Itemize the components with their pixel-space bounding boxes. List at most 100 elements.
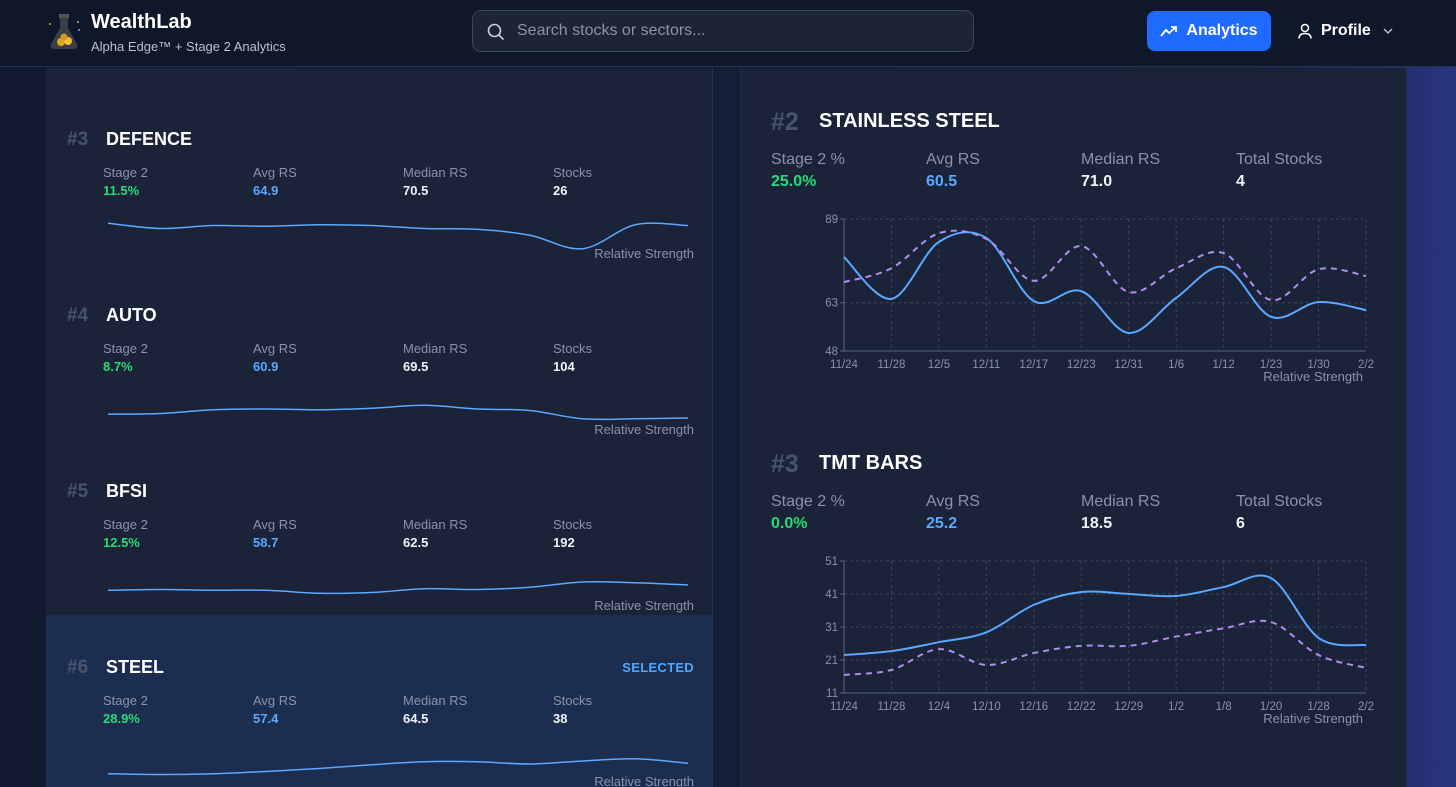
x-tick-label: 12/10: [972, 701, 1001, 713]
x-tick-label: 12/5: [928, 359, 950, 371]
stat-label: Avg RS: [253, 517, 297, 532]
stat-label: Stocks: [553, 693, 593, 708]
rs-axis-label: Relative Strength: [594, 774, 694, 787]
stat-avg_rs: Avg RS 57.4: [253, 693, 297, 726]
rs-axis-label: Relative Strength: [594, 598, 694, 613]
stat-avg_rs: Avg RS 60.9: [253, 341, 297, 374]
x-tick-label: 12/29: [1114, 701, 1143, 713]
stat-label: Avg RS: [253, 693, 297, 708]
stat-value: 26: [553, 183, 568, 198]
y-tick-label: 63: [825, 298, 838, 310]
rs-line-chart: 11/24 11/28 12/5 12/11 12/17 12/23 12/31 1/6 1/1…: [825, 214, 1374, 384]
dashed-series-line: [843, 229, 1367, 302]
x-tick-label: 12/4: [928, 701, 951, 713]
sector-rank: #3: [771, 450, 799, 478]
x-axis-title: Relative Strength: [1263, 711, 1363, 726]
sector-name: BFSI: [106, 481, 148, 501]
stat-label: Stocks: [553, 165, 593, 180]
stat-label: Avg RS: [253, 341, 297, 356]
x-tick-label: 12/31: [1114, 359, 1143, 371]
stat-label: Stage 2: [103, 341, 148, 356]
sector-card[interactable]: #4 AUTO Stage 2 8.7% Avg RS 60.9 Median RS 69.5…: [46, 263, 712, 439]
stat-label: Median RS: [403, 517, 468, 532]
stat-value: 25.2: [926, 515, 958, 532]
stat-avg_rs: Avg RS 25.2: [926, 493, 980, 533]
stat-stocks: Stocks 104: [553, 341, 592, 374]
stat-label: Stage 2: [103, 165, 148, 180]
solid-series-line: [843, 231, 1367, 334]
rs-axis-label: Relative Strength: [594, 422, 694, 437]
y-tick-label: 51: [825, 556, 838, 568]
search-box[interactable]: [472, 10, 974, 52]
stat-stocks: Stocks 26: [553, 165, 592, 198]
x-tick-label: 12/17: [1019, 359, 1048, 371]
top-nav: WealthLab Alpha Edge™ + Stage 2 Analytic…: [0, 0, 1456, 67]
stat-value: 18.5: [1081, 515, 1113, 532]
sparkline-path: [107, 222, 689, 250]
stat-stocks: Stocks 38: [553, 693, 592, 726]
selected-badge: SELECTED: [622, 660, 694, 675]
stat-stage2: Stage 2 28.9%: [103, 693, 148, 726]
x-tick-label: 12/16: [1019, 701, 1048, 713]
sector-list: #3 DEFENCE Stage 2 11.5% Avg RS 64.9 Median RS…: [46, 68, 713, 787]
stat-label: Stage 2 %: [771, 151, 845, 168]
stat-value: 38: [553, 711, 568, 726]
stat-avg_rs: Avg RS 64.9: [253, 165, 297, 198]
brand-name[interactable]: WealthLab: [91, 11, 192, 33]
x-axis-title: Relative Strength: [1263, 369, 1363, 384]
stat-value: 4: [1236, 173, 1245, 190]
stat-label: Median RS: [403, 341, 468, 356]
stat-value: 70.5: [403, 183, 429, 198]
sector-card[interactable]: #3 DEFENCE Stage 2 11.5% Avg RS 64.9 Median RS…: [46, 87, 712, 263]
solid-series-line: [843, 574, 1367, 657]
sector-card[interactable]: #6 STEEL SELECTED Stage 2 28.9% Avg RS 57.4 Med…: [46, 615, 712, 787]
chevron-down-icon: [1383, 28, 1393, 34]
stat-median_rs: Median RS 70.5: [403, 165, 467, 198]
profile-menu[interactable]: Profile: [1297, 11, 1393, 51]
brand-tagline: Alpha Edge™ + Stage 2 Analytics: [91, 39, 286, 54]
x-tick-label: 11/24: [830, 701, 859, 713]
rs-sparkline: [107, 222, 689, 250]
analytics-label: Analytics: [1186, 22, 1258, 39]
stat-median_rs: Median RS 71.0: [1081, 151, 1160, 191]
sector-name: AUTO: [106, 305, 157, 325]
stat-value: 6: [1236, 515, 1245, 532]
x-tick-label: 11/28: [877, 359, 905, 371]
sector-name: STEEL: [106, 657, 165, 677]
stat-value: 64.9: [253, 183, 279, 198]
y-tick-label: 48: [825, 346, 838, 358]
stat-value: 71.0: [1081, 173, 1113, 190]
x-tick-label: 1/20: [1260, 701, 1282, 713]
stat-label: Avg RS: [926, 493, 980, 510]
sector-name: DEFENCE: [106, 129, 193, 149]
stat-median_rs: Median RS 18.5: [1081, 493, 1160, 533]
stat-label: Stocks: [553, 341, 593, 356]
analytics-button[interactable]: Analytics: [1147, 11, 1271, 51]
x-tick-label: 1/12: [1212, 359, 1234, 371]
stat-median_rs: Median RS 69.5: [403, 341, 467, 374]
y-tick-label: 21: [825, 655, 838, 667]
y-tick-label: 89: [825, 214, 838, 226]
stat-stage2: Stage 2 11.5%: [103, 165, 148, 198]
stat-value: 8.7%: [103, 359, 133, 374]
stat-avg_rs: Avg RS 60.5: [926, 151, 980, 191]
sector-rank: #3: [67, 129, 89, 150]
stat-value: 25.0%: [771, 173, 817, 190]
search-input[interactable]: [517, 19, 957, 43]
stat-label: Median RS: [1081, 151, 1161, 168]
profile-label: Profile: [1321, 22, 1371, 39]
trending-up-icon: [1160, 26, 1178, 37]
rs-sparkline: [107, 404, 689, 421]
stat-label: Median RS: [403, 693, 468, 708]
stat-label: Stage 2 %: [771, 493, 845, 510]
stat-label: Total Stocks: [1236, 493, 1323, 510]
stat-value: 28.9%: [103, 711, 140, 726]
stat-value: 0.0%: [771, 515, 808, 532]
sector-card[interactable]: #5 BFSI Stage 2 12.5% Avg RS 58.7 Median RS 62.…: [46, 439, 712, 615]
search-icon: [487, 23, 505, 41]
stat-value: 62.5: [403, 535, 429, 550]
sector-rank: #6: [67, 657, 89, 678]
x-tick-label: 11/28: [877, 701, 905, 713]
stat-label: Stage 2: [103, 693, 148, 708]
stat-label: Avg RS: [926, 151, 980, 168]
